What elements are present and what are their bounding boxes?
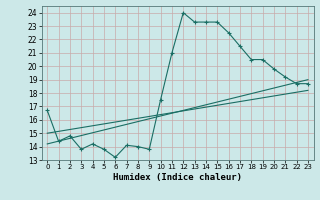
X-axis label: Humidex (Indice chaleur): Humidex (Indice chaleur) [113, 173, 242, 182]
